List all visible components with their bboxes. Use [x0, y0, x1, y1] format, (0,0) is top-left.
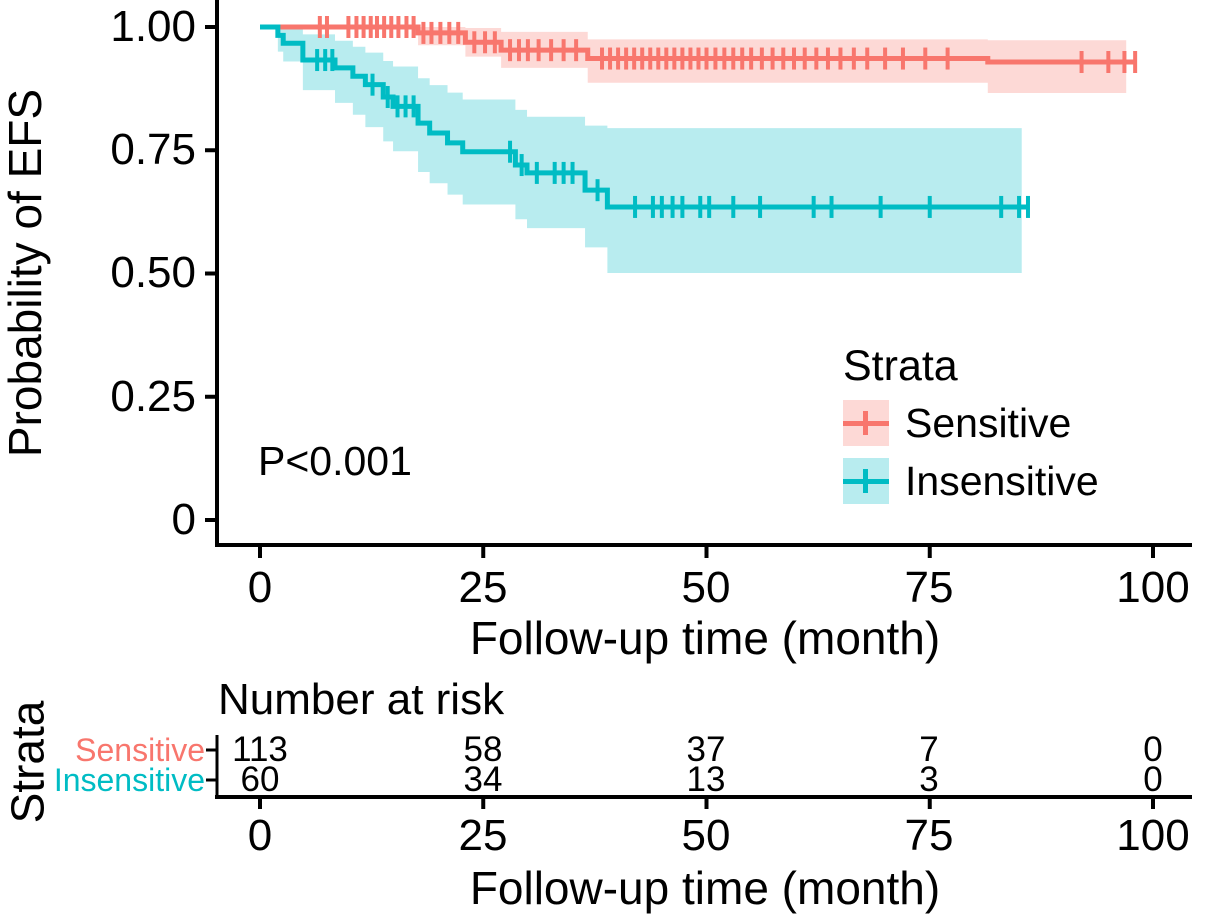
risk-count-insensitive-75: 3 — [919, 760, 939, 799]
risk-count-insensitive-100: 0 — [1143, 760, 1163, 799]
x-tick-label-0: 0 — [247, 563, 273, 612]
x-tick-label-100: 100 — [1116, 563, 1190, 612]
risk-count-sensitive-25: 58 — [463, 730, 503, 769]
legend-entry-sensitive: Sensitive — [843, 398, 1099, 448]
y-tick-label-0.50: 0.50 — [110, 248, 196, 297]
risk-count-insensitive-50: 13 — [686, 760, 726, 799]
x-tick-label-50: 50 — [681, 563, 731, 612]
risk-row-label-sensitive: Sensitive — [75, 732, 205, 768]
x-tick-label-25: 25 — [458, 563, 508, 612]
x-axis-title: Follow-up time (month) — [469, 612, 941, 664]
legend-entry-insensitive: Insensitive — [843, 456, 1099, 506]
y-axis-title: Probability of EFS — [0, 88, 51, 458]
y-tick-label-0.75: 0.75 — [110, 125, 196, 174]
risk-x-tick-label-50: 50 — [681, 811, 731, 860]
pvalue-annotation: P<0.001 — [258, 438, 412, 484]
risk-x-axis-title: Follow-up time (month) — [469, 862, 941, 914]
risk-count-insensitive-25: 34 — [463, 760, 503, 799]
x-tick-label-75: 75 — [904, 563, 954, 612]
insensitive-key-plus — [863, 469, 868, 493]
sensitive-key-plus — [863, 411, 868, 435]
risk-table-title: Number at risk — [218, 675, 505, 724]
y-tick-label-1.00: 1.00 — [110, 2, 196, 51]
risk-count-insensitive-0: 60 — [240, 760, 280, 799]
insensitive-key-icon — [843, 458, 889, 504]
risk-count-sensitive-75: 7 — [919, 730, 939, 769]
y-tick-label-0: 0 — [171, 495, 196, 544]
legend-label-sensitive: Sensitive — [905, 400, 1072, 446]
risk-x-tick-label-75: 75 — [904, 811, 954, 860]
sensitive-key-icon — [843, 400, 889, 446]
risk-count-sensitive-0: 113 — [232, 730, 288, 769]
risk-row-label-insensitive: Insensitive — [53, 762, 205, 798]
risk-count-sensitive-100: 0 — [1143, 730, 1163, 769]
legend-title: Strata — [843, 342, 958, 390]
risk-count-sensitive-50: 37 — [686, 730, 726, 769]
y-tick-label-0.25: 0.25 — [110, 372, 196, 421]
risk-x-tick-label-25: 25 — [458, 811, 508, 860]
legend: Strata Sensitive Insensitive — [843, 342, 1099, 506]
risk-x-tick-label-0: 0 — [247, 811, 273, 860]
risk-x-tick-label-100: 100 — [1116, 811, 1190, 860]
legend-label-insensitive: Insensitive — [905, 458, 1099, 504]
